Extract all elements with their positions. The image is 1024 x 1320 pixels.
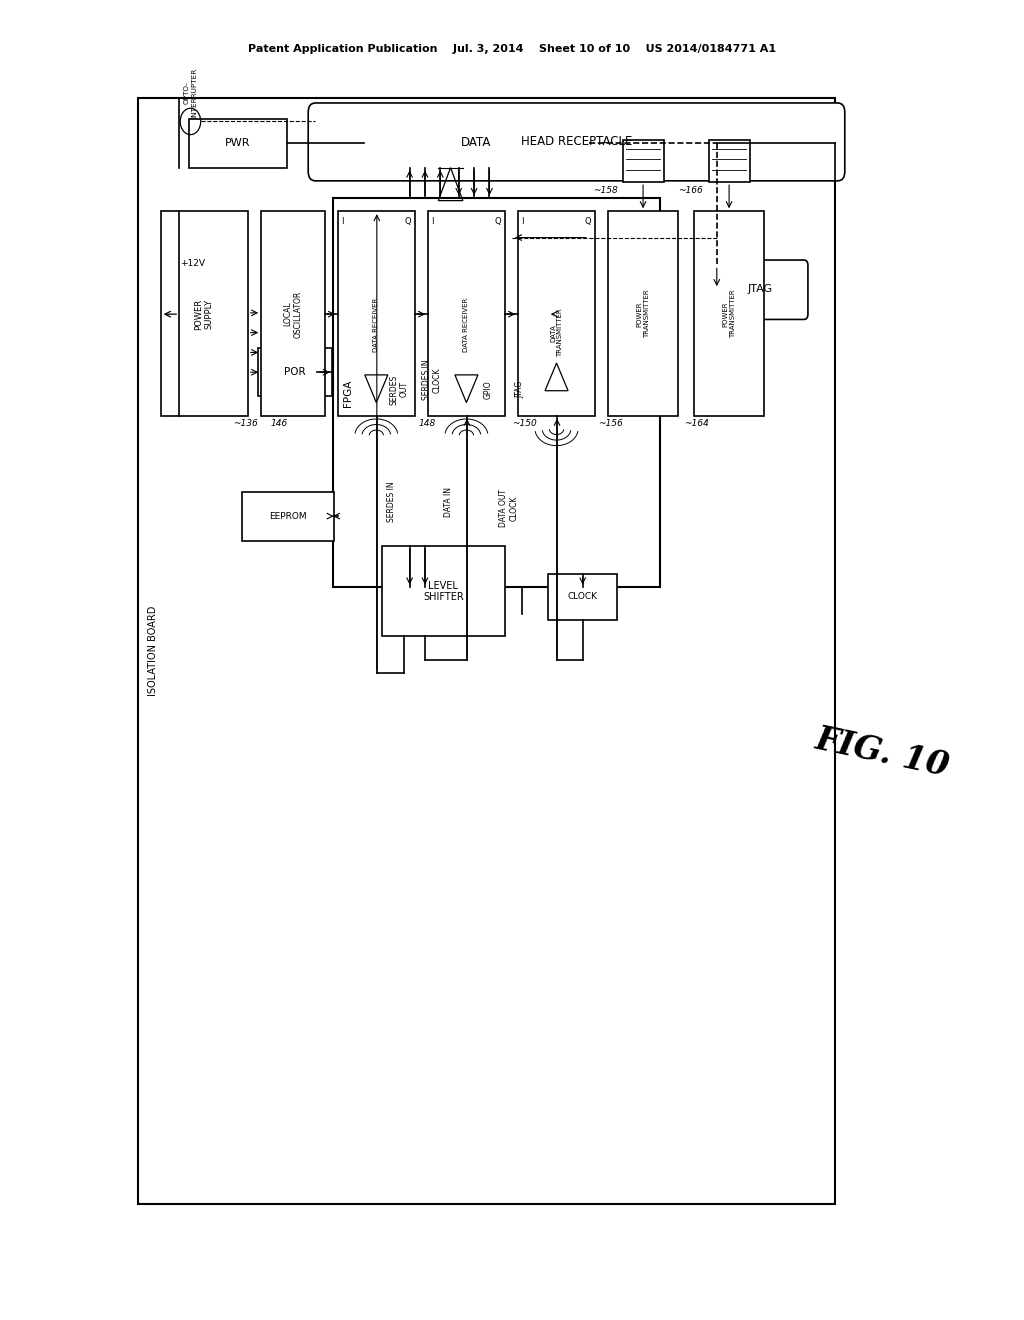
Text: JTAG: JTAG — [748, 284, 773, 294]
Bar — [428, 211, 505, 416]
Text: Patent Application Publication    Jul. 3, 2014    Sheet 10 of 10    US 2014/0184: Patent Application Publication Jul. 3, 2… — [248, 44, 776, 54]
Text: Q: Q — [585, 218, 591, 226]
Text: LOCAL
OSCILLATOR: LOCAL OSCILLATOR — [284, 290, 302, 338]
Bar — [518, 211, 595, 416]
Text: DATA OUT
CLOCK: DATA OUT CLOCK — [500, 490, 518, 527]
Text: +12V: +12V — [180, 260, 205, 268]
Text: DATA RECEIVER: DATA RECEIVER — [464, 297, 469, 352]
Bar — [242, 492, 334, 541]
Text: I: I — [341, 218, 343, 226]
Bar — [709, 140, 750, 182]
Bar — [694, 211, 764, 416]
Text: JTAG: JTAG — [516, 380, 524, 399]
Text: Q: Q — [495, 218, 501, 226]
Text: PWR: PWR — [225, 137, 251, 148]
Text: POWER
TRANSMITTER: POWER TRANSMITTER — [637, 290, 649, 338]
Bar — [608, 211, 678, 416]
Bar — [548, 574, 617, 620]
Bar — [338, 211, 415, 416]
Bar — [138, 98, 835, 1204]
Text: POWER
TRANSMITTER: POWER TRANSMITTER — [723, 290, 735, 338]
FancyBboxPatch shape — [308, 103, 845, 181]
Bar — [258, 348, 332, 396]
Text: ISOLATION BOARD: ISOLATION BOARD — [147, 606, 158, 696]
Text: DATA RECEIVER: DATA RECEIVER — [374, 297, 379, 352]
Bar — [333, 198, 660, 587]
Text: ~166: ~166 — [678, 186, 702, 194]
Text: SERDES IN
CLOCK: SERDES IN CLOCK — [423, 360, 441, 400]
Text: 148: 148 — [419, 420, 436, 428]
Text: I: I — [521, 218, 523, 226]
Text: SERDES
OUT: SERDES OUT — [390, 375, 409, 404]
Bar — [382, 546, 505, 636]
Bar — [161, 211, 248, 416]
Text: ~164: ~164 — [684, 420, 709, 428]
Text: CLOCK: CLOCK — [567, 593, 598, 601]
Text: OPTO-
INTERRUPTER: OPTO- INTERRUPTER — [184, 67, 197, 117]
Text: GPIO: GPIO — [484, 380, 493, 399]
Text: ~158: ~158 — [593, 186, 617, 194]
Text: FPGA: FPGA — [343, 380, 353, 407]
Text: ~136: ~136 — [233, 420, 258, 428]
Text: DATA: DATA — [461, 136, 492, 149]
Text: ~156: ~156 — [598, 420, 623, 428]
Text: SERDES IN: SERDES IN — [387, 482, 395, 521]
Text: I: I — [431, 218, 433, 226]
FancyBboxPatch shape — [713, 260, 808, 319]
Text: POWER
SUPPLY: POWER SUPPLY — [195, 298, 214, 330]
FancyBboxPatch shape — [359, 114, 593, 173]
Text: Q: Q — [404, 218, 411, 226]
Text: DATA IN: DATA IN — [444, 487, 453, 516]
Text: FIG. 10: FIG. 10 — [813, 722, 952, 783]
Text: ~150: ~150 — [512, 420, 537, 428]
Bar — [623, 140, 664, 182]
Text: 146: 146 — [270, 420, 288, 428]
Text: POR: POR — [284, 367, 306, 378]
Text: EEPROM: EEPROM — [269, 512, 306, 520]
Bar — [189, 119, 287, 168]
Text: LEVEL
SHIFTER: LEVEL SHIFTER — [423, 581, 464, 602]
Bar — [261, 211, 325, 416]
Text: HEAD RECEPTACLE: HEAD RECEPTACLE — [521, 135, 632, 148]
Text: DATA
TRANSMITTER: DATA TRANSMITTER — [550, 309, 563, 356]
